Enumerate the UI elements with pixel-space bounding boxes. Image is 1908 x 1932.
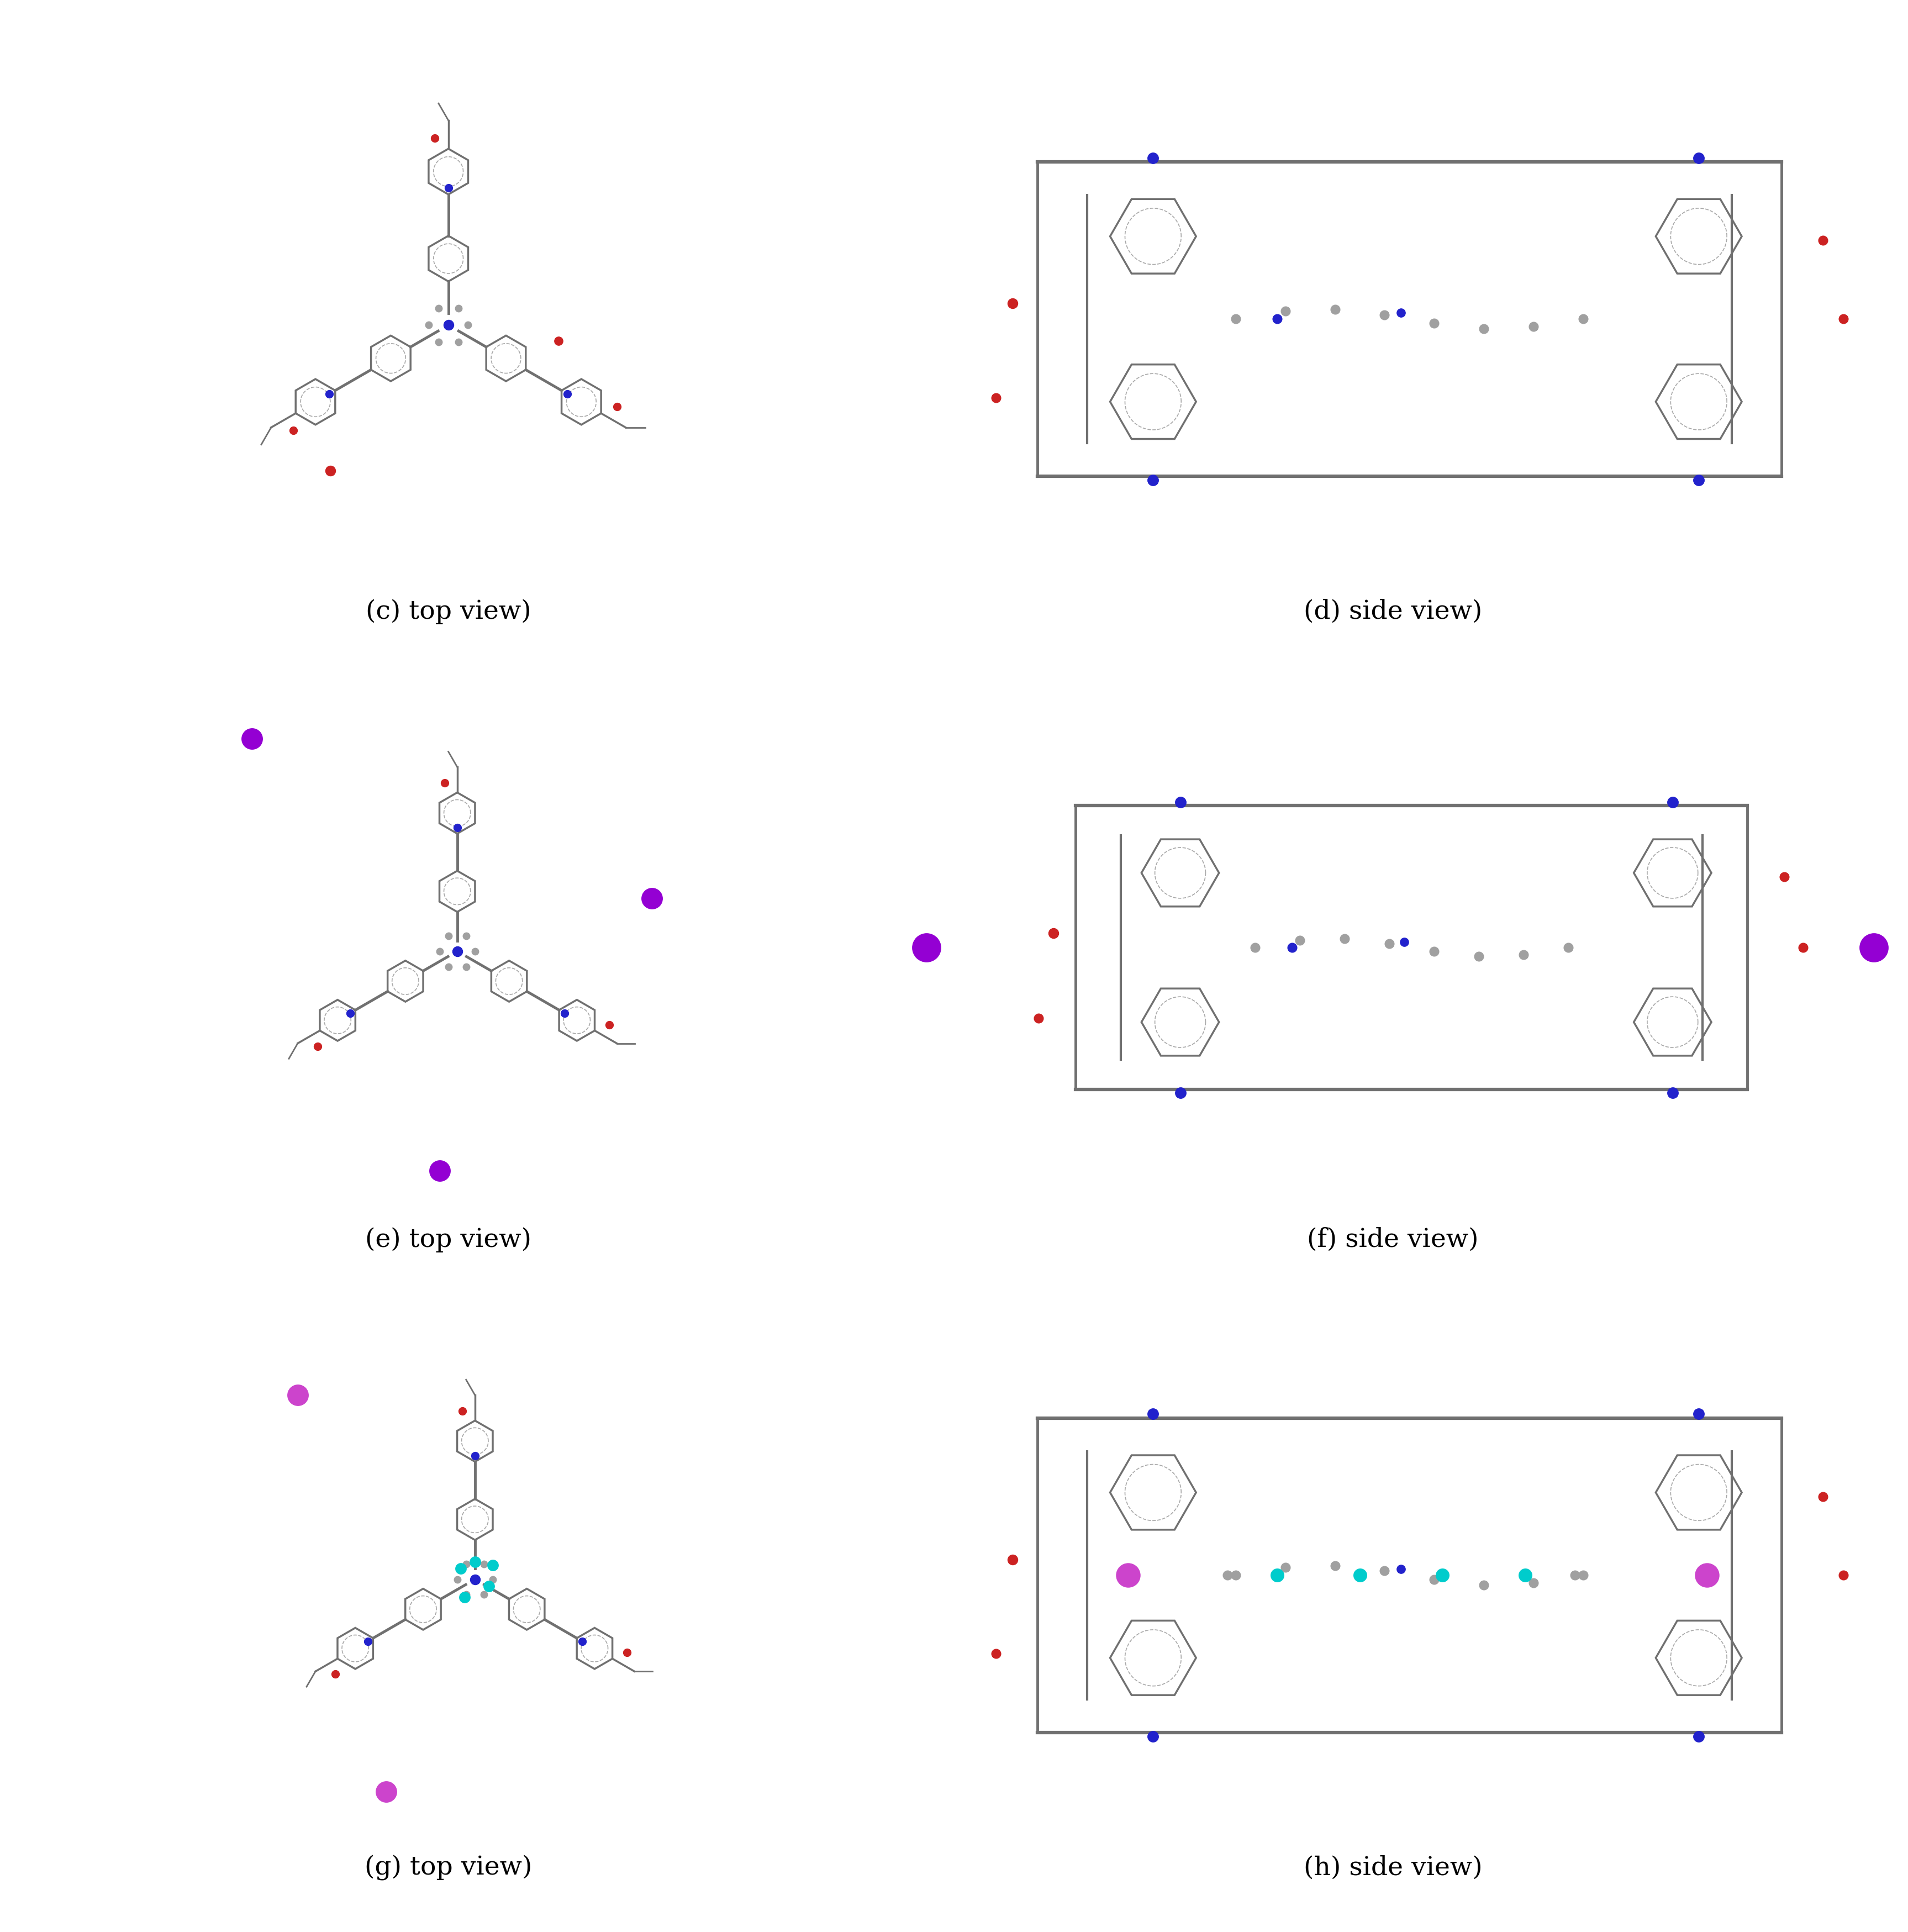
Text: (f) side view): (f) side view) [1307,1227,1479,1252]
Text: (h) side view): (h) side view) [1303,1855,1483,1880]
Text: (d) side view): (d) side view) [1303,599,1483,624]
Text: (c) top view): (c) top view) [366,599,530,624]
Text: (g) top view): (g) top view) [364,1855,532,1880]
Text: (e) top view): (e) top view) [364,1227,532,1252]
